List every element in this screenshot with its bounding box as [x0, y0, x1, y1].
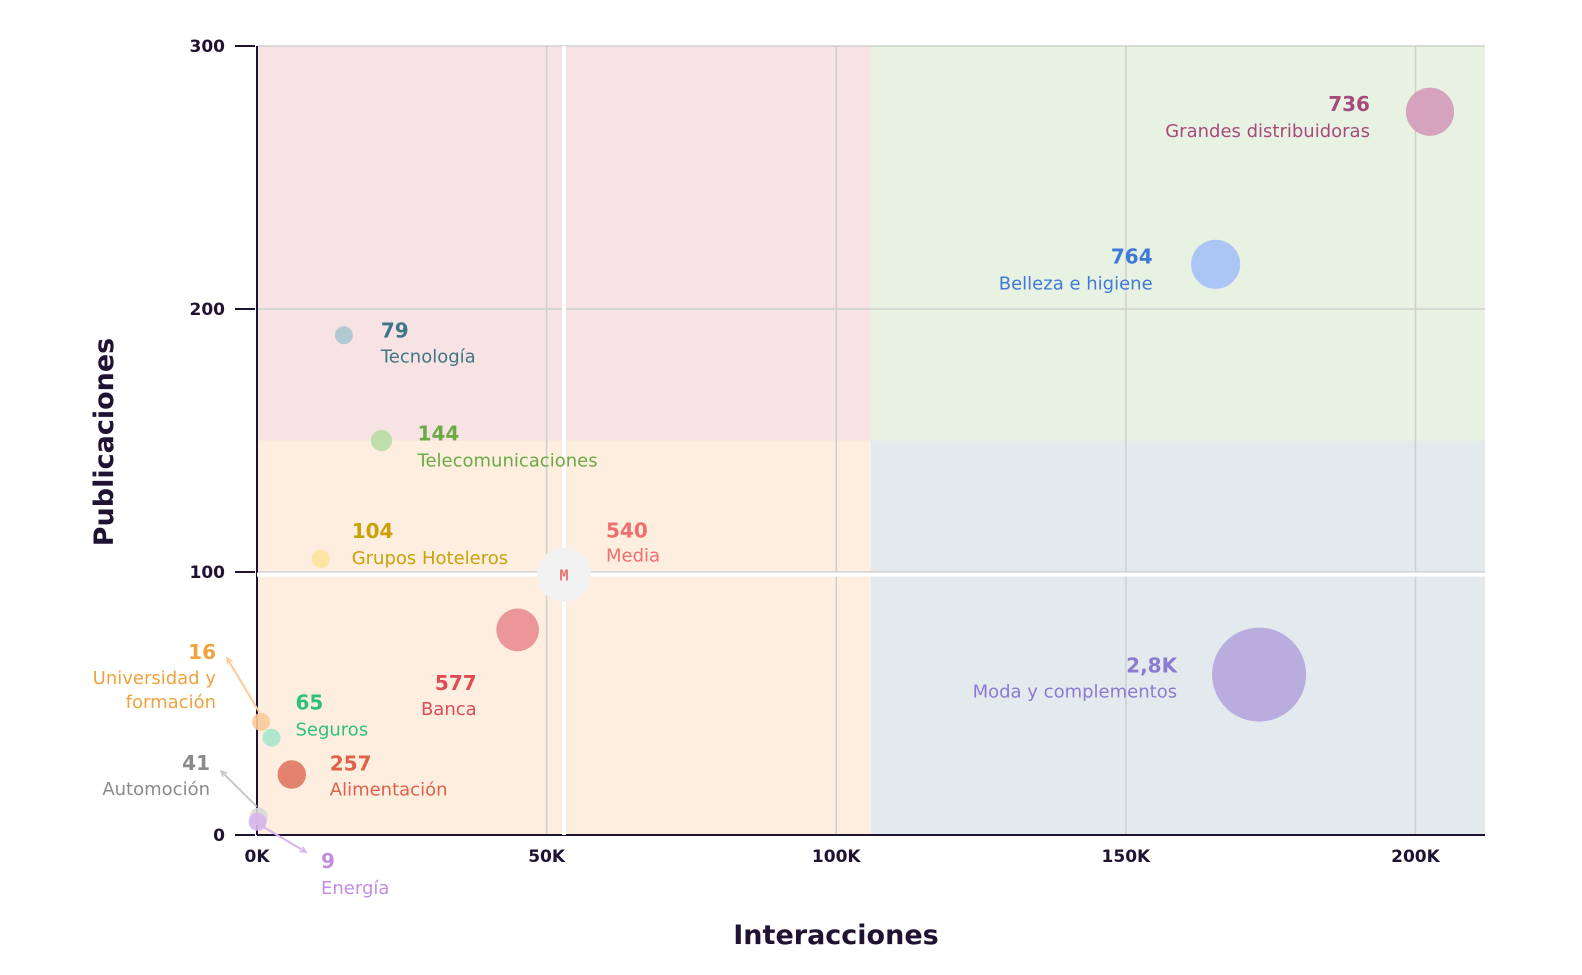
quadrant-bottom-right: [871, 440, 1485, 835]
bubble-value-label: 577: [435, 671, 477, 695]
bubble-value-label: 65: [295, 691, 323, 715]
bubble-name-label: Grandes distribuidoras: [1165, 121, 1370, 142]
bubble: [1212, 627, 1307, 722]
bubble-name-label: Belleza e higiene: [999, 273, 1153, 294]
bubbles: [248, 87, 1455, 831]
bubble-name-label: Banca: [421, 699, 477, 720]
bubble: [1405, 87, 1455, 136]
bubble-name-line: Universidad y: [93, 668, 217, 689]
bubble: [311, 549, 330, 568]
y-tick-label: 300: [190, 37, 226, 57]
median-name-label: Media: [606, 546, 660, 567]
grid-lines: [257, 45, 1485, 835]
bubble: [496, 608, 539, 652]
bubble-name-label: Alimentación: [330, 780, 448, 801]
bubble-name-label: Moda y complementos: [973, 682, 1178, 703]
bubble-name-label: Grupos Hoteleros: [352, 548, 508, 569]
bubble-value-label: 79: [381, 318, 409, 342]
bubble: [252, 712, 271, 731]
median-marker-letter: M: [559, 567, 568, 585]
bubble-name-label: Seguros: [295, 720, 368, 741]
x-tick-label: 50K: [528, 847, 566, 867]
x-tick-label: 200K: [1391, 847, 1440, 867]
y-tick-label: 0: [213, 826, 225, 846]
median-value-label: 540: [606, 519, 648, 543]
y-tick-label: 100: [190, 563, 226, 583]
bubble-value-label: 2,8K: [1126, 654, 1178, 678]
x-tick-label: 150K: [1102, 847, 1151, 867]
y-tick-label: 200: [190, 300, 226, 320]
bubble-name-label: Telecomunicaciones: [417, 451, 598, 472]
bubble: [1191, 239, 1241, 289]
x-axis-title: Interacciones: [733, 920, 938, 951]
bubble-name-label: Tecnología: [380, 346, 476, 367]
bubble: [248, 812, 267, 831]
bubble-value-label: 736: [1328, 92, 1370, 116]
bubble-value-label: 16: [188, 640, 216, 664]
bubble: [277, 760, 306, 789]
axes: [256, 46, 1485, 836]
bubble-value-label: 257: [330, 752, 372, 776]
tick-labels: 0K 50K 100K 150K 200K 0 100 200 300: [190, 37, 1441, 867]
quadrant-top-right: [871, 46, 1485, 441]
bubble-value-label: 764: [1111, 244, 1153, 268]
bubble-name-label: Universidad y formación: [93, 668, 217, 713]
bubble-value-label: 41: [182, 751, 210, 775]
bubble-value-label: 9: [321, 849, 335, 873]
bubble-value-label: 144: [418, 422, 460, 446]
bubble-name-label: Automoción: [102, 779, 210, 800]
bubble: [262, 728, 281, 747]
y-axis-title: Publicaciones: [89, 338, 120, 547]
leader-arrow-automocion: [221, 771, 258, 808]
bubble-labels: 736 Grandes distribuidoras 764 Belleza e hi…: [93, 92, 1370, 899]
median-marker: [537, 547, 591, 602]
leader-arrow-energia: [261, 824, 306, 853]
bubble-name-label: Energía: [321, 878, 389, 899]
x-tick-label: 100K: [812, 847, 861, 867]
bubble-name-line: formación: [126, 692, 216, 713]
median-cross: M 540 Media: [257, 46, 1485, 835]
leader-arrows: [221, 658, 306, 853]
bubble-value-label: 104: [352, 519, 394, 543]
leader-arrow-universidad: [226, 658, 260, 713]
bubble: [334, 326, 353, 345]
x-tick-label: 0K: [244, 847, 270, 867]
bubble: [370, 429, 393, 452]
